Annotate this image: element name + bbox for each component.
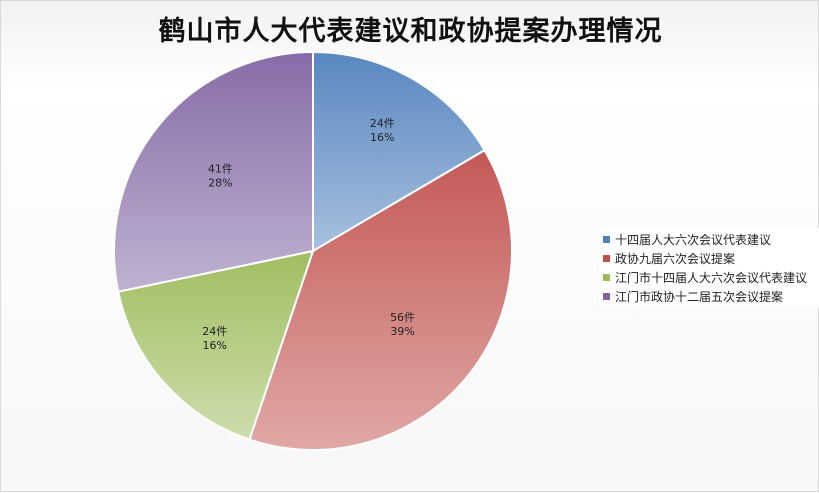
slice-percent-label: 16% [203, 339, 227, 352]
slice-percent-label: 39% [390, 325, 414, 338]
legend-swatch [603, 236, 610, 243]
legend-label: 江门市十四届人大六次会议代表建议 [615, 271, 808, 285]
chart-legend: 十四届人大六次会议代表建议 政协九届六次会议提案江门市十四届人大六次会议代表建议江… [599, 228, 819, 308]
slice-count-label: 56件 [390, 311, 415, 324]
pie-slice-4 [113, 50, 314, 293]
slice-percent-label: 28% [208, 177, 232, 190]
legend-item: 十四届人大六次会议代表建议 [603, 230, 815, 249]
legend-label: 江门市政协十二届五次会议提案 [615, 290, 784, 304]
slice-count-label: 41件 [208, 163, 233, 176]
legend-swatch [603, 255, 610, 262]
slice-count-label: 24件 [370, 117, 395, 130]
pie-slice-2 [248, 148, 513, 451]
chart-title: 鹤山市人大代表建议和政协提案办理情况 [158, 16, 663, 47]
pie-slice-3 [117, 249, 315, 441]
legend-item: 政协九届六次会议提案 [603, 249, 815, 268]
slice-count-label: 24件 [202, 325, 227, 338]
legend-item: 江门市十四届人大六次会议代表建议 [603, 268, 815, 287]
legend-swatch [603, 274, 610, 281]
legend-label: 十四届人大六次会议代表建议 [615, 233, 772, 247]
legend-label: 政协九届六次会议提案 [615, 252, 736, 266]
legend-swatch [603, 293, 610, 300]
pie-slice-1 [312, 50, 486, 253]
legend-item: 江门市政协十二届五次会议提案 [603, 287, 815, 306]
slice-percent-label: 16% [370, 131, 394, 144]
